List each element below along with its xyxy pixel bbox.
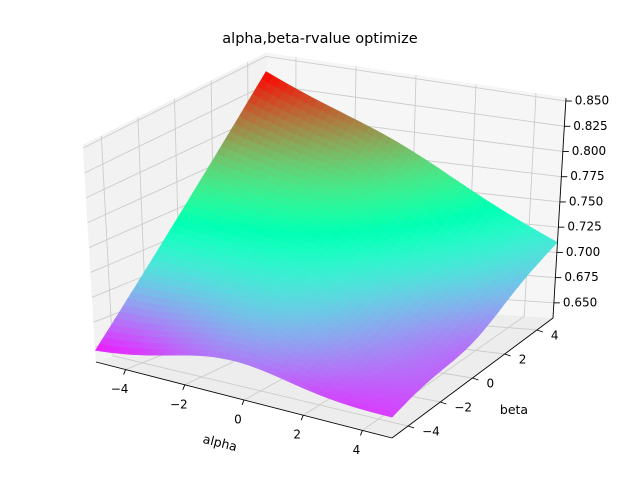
y-axis-label: beta	[500, 402, 528, 417]
y-tick-mark	[440, 401, 447, 405]
grid-z-left	[82, 55, 267, 149]
z-tick-label: 0.675	[564, 270, 598, 284]
surface-cell	[384, 410, 397, 418]
x-tick-mark	[300, 415, 304, 421]
grid-z-back	[265, 84, 565, 127]
x-tick-label: 2	[293, 428, 301, 442]
y-tick-mark	[407, 425, 415, 429]
x-tick-label: −4	[111, 382, 129, 396]
y-tick-mark	[504, 353, 511, 357]
z-tick-label: 0.825	[573, 119, 607, 133]
y-tick-label: 2	[519, 353, 527, 367]
x-axis-label: alpha	[201, 431, 238, 454]
y-tick-label: −2	[454, 401, 472, 415]
x-tick-label: 0	[234, 413, 242, 427]
z-tick-label: 0.775	[570, 169, 604, 183]
z-tick-label: 0.800	[572, 144, 606, 158]
z-axis-line	[552, 97, 567, 319]
z-tick-label: 0.850	[575, 94, 609, 108]
y-tick-mark	[536, 329, 544, 333]
grid-z-back	[265, 55, 566, 102]
grid-y-left	[100, 135, 114, 356]
x-tick-label: 4	[353, 443, 361, 457]
y-tick-label: 0	[487, 377, 495, 391]
grid-x-back	[523, 93, 537, 317]
x-tick-label: −2	[170, 397, 188, 411]
z-tick-label: 0.725	[567, 220, 601, 234]
y-tick-label: −4	[422, 425, 440, 439]
x-tick-mark	[182, 384, 186, 390]
y-tick-label: 4	[551, 329, 559, 343]
x-tick-mark	[123, 369, 127, 375]
z-tick-label: 0.700	[566, 245, 600, 259]
grid-y-floor	[112, 355, 409, 427]
y-tick-mark	[472, 377, 479, 381]
axes-ticks: −4 −2 0 2 4 −4 −2 0 2 4 0.650 0.675 0.700 0.725 0.750 0…	[111, 94, 609, 457]
x-tick-mark	[359, 430, 363, 436]
chart-title: alpha,beta-rvalue optimize	[222, 31, 417, 47]
surface-mesh	[94, 71, 558, 418]
z-tick-label: 0.750	[569, 194, 603, 208]
grid-z-left	[84, 84, 267, 174]
z-tick-label: 0.650	[563, 295, 597, 309]
x-tick-mark	[241, 399, 245, 406]
